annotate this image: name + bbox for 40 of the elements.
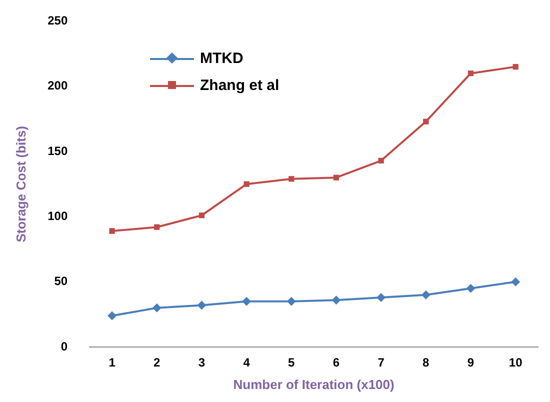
point	[288, 176, 294, 182]
legend-label: MTKD	[200, 50, 244, 67]
point	[108, 311, 117, 320]
y-tick-label: 200	[48, 78, 68, 93]
x-tick-label: 3	[198, 356, 206, 370]
point	[378, 158, 384, 164]
x-tick-label: 8	[422, 356, 430, 370]
x-tick-label: 9	[467, 356, 474, 370]
point	[468, 70, 474, 76]
x-tick-label: 2	[154, 356, 161, 370]
y-tick-label: 50	[54, 274, 68, 288]
point	[286, 296, 296, 306]
point	[154, 224, 160, 230]
x-tick-label: 10	[508, 356, 523, 370]
point	[198, 212, 205, 218]
y-axis-title: Storage Cost (bits)	[13, 126, 28, 242]
point	[423, 118, 429, 124]
y-tick-label: 0	[60, 339, 68, 354]
point	[333, 174, 340, 180]
point	[376, 292, 386, 302]
x-tick-label: 7	[378, 356, 385, 370]
y-tick-label: 150	[48, 144, 68, 158]
x-tick-label: 1	[108, 356, 116, 370]
y-tick-label: 100	[48, 208, 68, 223]
point	[512, 64, 518, 70]
point	[197, 300, 206, 310]
point	[332, 296, 341, 305]
point	[244, 181, 250, 187]
x-tick-label: 5	[288, 356, 296, 370]
point	[152, 303, 162, 312]
point	[109, 228, 115, 234]
point	[466, 284, 476, 293]
legend-label: Zhang et al	[200, 77, 280, 94]
point	[421, 290, 430, 300]
point	[242, 296, 252, 306]
x-axis-title: Number of Iteration (x100)	[233, 376, 394, 392]
x-tick-label: 6	[332, 356, 340, 370]
point	[511, 277, 520, 286]
x-tick-label: 4	[243, 356, 250, 370]
y-tick-label: 250	[48, 14, 68, 28]
